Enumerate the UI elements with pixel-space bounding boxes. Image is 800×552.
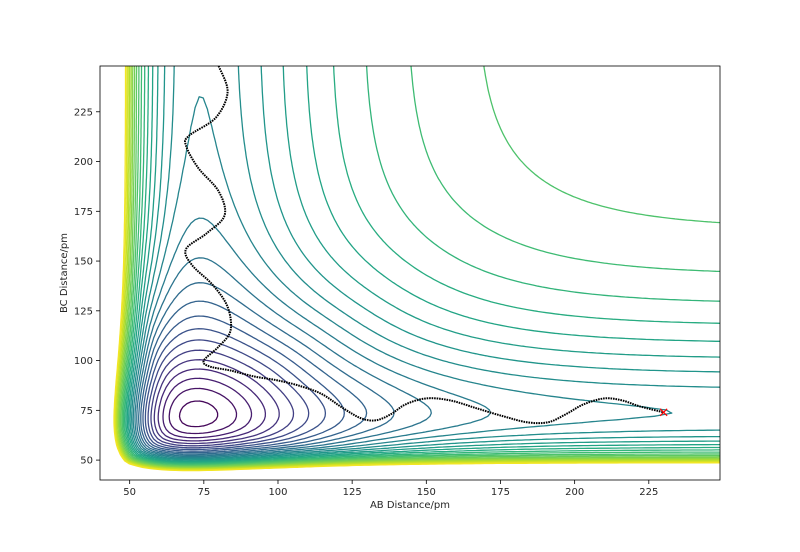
contour-level-line bbox=[113, 66, 720, 472]
x-tick-label: 75 bbox=[197, 487, 210, 498]
contour-level-line bbox=[121, 66, 720, 466]
contour-level-line bbox=[131, 66, 720, 460]
x-tick-label: 225 bbox=[639, 487, 658, 498]
trajectory-line bbox=[184, 66, 664, 425]
contour-level-line bbox=[134, 217, 492, 458]
x-tick-label: 100 bbox=[268, 487, 287, 498]
contour-level-line bbox=[132, 96, 673, 459]
contour-level-line bbox=[157, 368, 267, 442]
x-axis-ticks: 50 75 100 125 150 175 200 225 bbox=[123, 480, 658, 498]
contour-lines bbox=[113, 66, 720, 472]
contour-level-line bbox=[128, 66, 720, 462]
x-axis-label: AB Distance/pm bbox=[370, 500, 450, 511]
y-tick-label: 150 bbox=[74, 257, 93, 268]
plot-frame bbox=[99, 65, 721, 481]
contour-level-line bbox=[114, 66, 720, 471]
y-tick-label: 75 bbox=[80, 406, 93, 417]
x-tick-label: 150 bbox=[417, 487, 436, 498]
contour-level-line bbox=[122, 66, 720, 465]
contour-level-line bbox=[150, 349, 295, 447]
contour-level-line bbox=[123, 66, 720, 465]
contour-level-line bbox=[115, 66, 720, 470]
endpoint-marker bbox=[659, 408, 668, 417]
x-tick-label: 125 bbox=[343, 487, 362, 498]
contour-level-line bbox=[129, 66, 720, 461]
contour-level-line bbox=[140, 300, 368, 454]
x-tick-label: 200 bbox=[565, 487, 584, 498]
y-tick-label: 200 bbox=[74, 157, 93, 168]
y-axis-label: BC Distance/pm bbox=[59, 233, 70, 313]
contour-level-line bbox=[125, 66, 720, 464]
contour-level-line bbox=[178, 400, 219, 428]
contour-level-line bbox=[138, 282, 395, 455]
trajectory-path bbox=[184, 66, 664, 425]
y-axis-ticks: 50 75 100 125 150 175 200 225 bbox=[74, 107, 100, 467]
y-tick-label: 125 bbox=[74, 306, 93, 317]
contour-level-line bbox=[142, 315, 345, 452]
contour-level-line bbox=[116, 66, 720, 470]
y-tick-label: 175 bbox=[74, 207, 93, 218]
contour-level-line bbox=[162, 377, 253, 439]
x-tick-label: 175 bbox=[491, 487, 510, 498]
contour-level-line bbox=[136, 257, 432, 456]
y-tick-label: 100 bbox=[74, 356, 93, 367]
contour-level-line bbox=[119, 66, 720, 468]
contour-level-line bbox=[168, 387, 238, 435]
endpoint-x-marker bbox=[659, 408, 668, 417]
contour-level-line bbox=[126, 66, 720, 463]
contour-level-line bbox=[144, 328, 327, 451]
y-tick-label: 225 bbox=[74, 107, 93, 118]
x-tick-label: 50 bbox=[123, 487, 136, 498]
y-tick-label: 50 bbox=[80, 456, 93, 467]
contour-level-line bbox=[120, 66, 720, 467]
contour-level-line bbox=[147, 339, 310, 449]
